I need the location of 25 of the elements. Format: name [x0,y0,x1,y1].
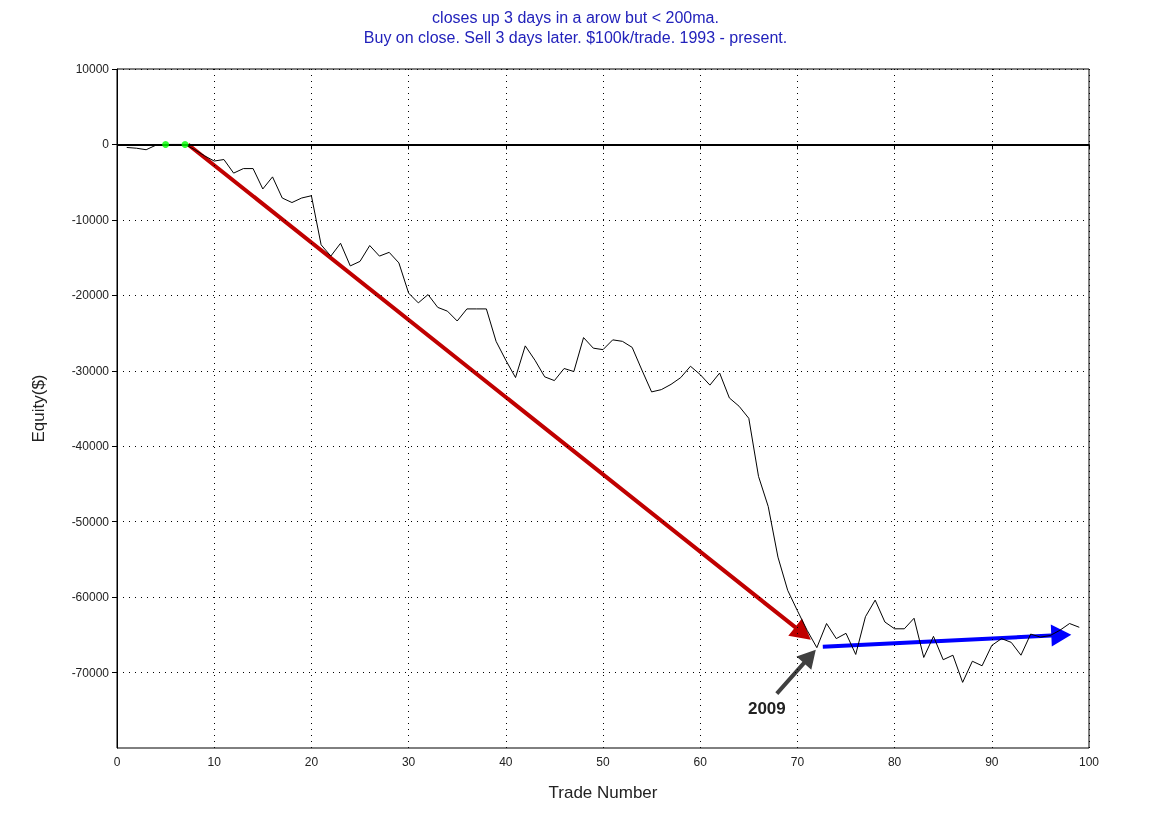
x-tick-label: 10 [207,755,222,769]
x-tick-label: 40 [499,755,513,769]
x-tick-label: 70 [790,755,805,769]
chart-subtitle: Buy on close. Sell 3 days later. $100k/trade. 1993 - present. [363,28,788,46]
y-tick-label: -10000 [71,212,110,227]
y-tick-label: -20000 [71,288,110,303]
x-tick-label: 90 [985,755,999,769]
y-tick-label: 0 [102,137,110,152]
x-axis-title: Trade Number [548,783,658,802]
x-tick-label: 50 [596,755,610,769]
y-tick-label: -50000 [71,514,110,529]
x-tick-label: 0 [113,755,121,769]
x-tick-label: 60 [693,755,708,769]
y-tick-label: -70000 [71,665,110,680]
y-axis-title: Equity($) [29,374,48,443]
x-tick-label: 20 [304,755,319,769]
y-tick-label: -30000 [71,363,110,378]
x-tick-label: 80 [887,755,902,769]
chart-title: closes up 3 days in a arow but < 200ma. [432,8,719,26]
y-tick-label: -60000 [71,590,110,605]
x-tick-label: 100 [1078,755,1100,769]
x-tick-label: 30 [401,755,416,769]
y-tick-label: 10000 [75,62,110,76]
annotation: 2009 [747,698,786,718]
y-tick-label: -40000 [71,439,110,454]
